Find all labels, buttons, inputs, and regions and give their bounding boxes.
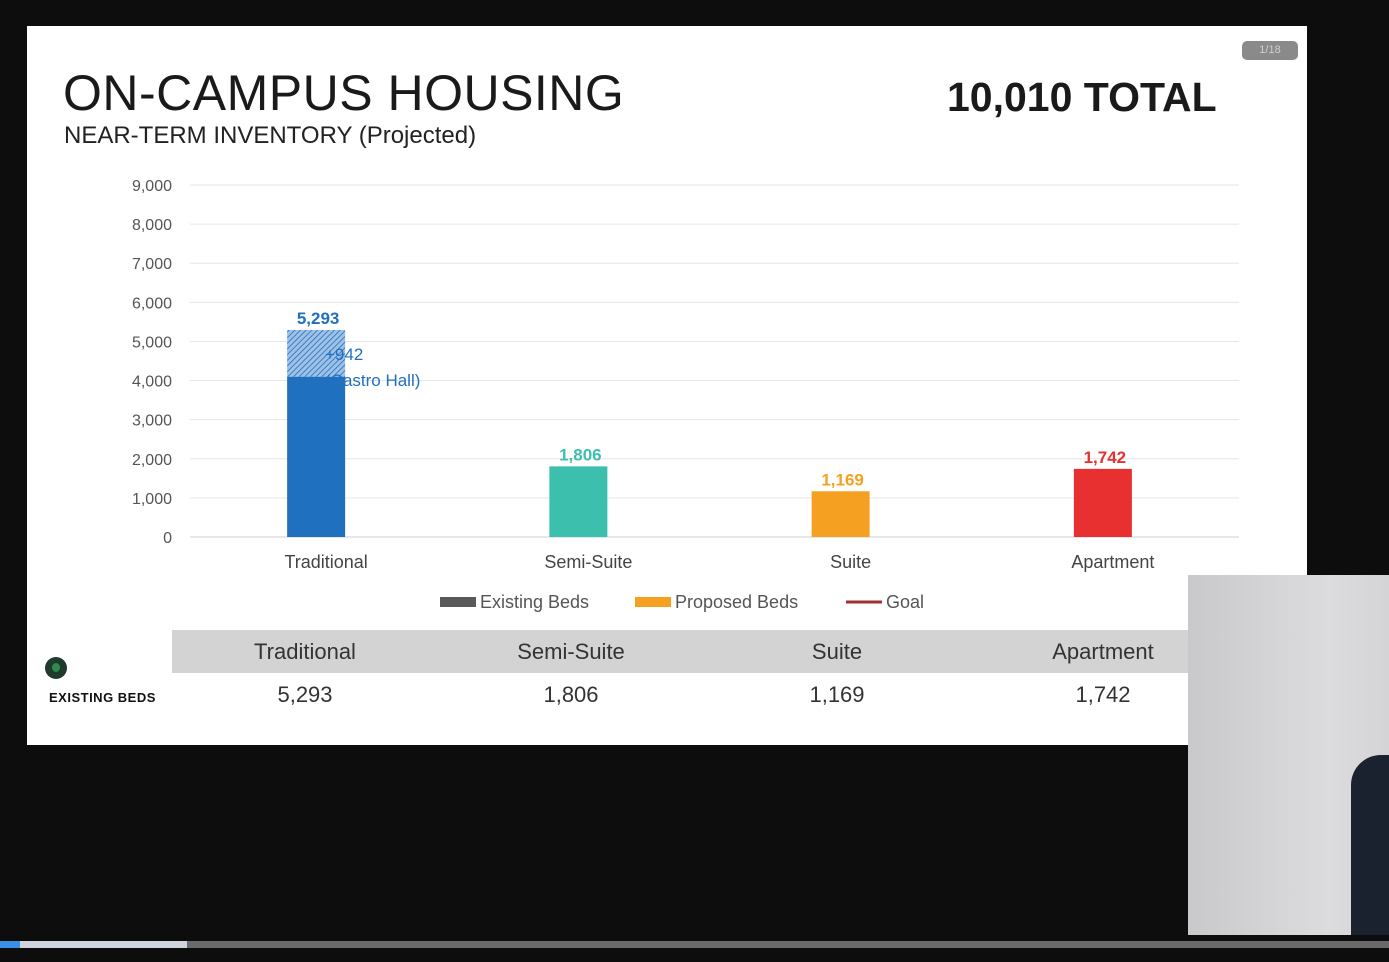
y-tick-label: 7,000: [132, 256, 172, 273]
x-category-label: Apartment: [1071, 552, 1154, 572]
university-logo: [45, 657, 67, 679]
annotation-value: +942: [325, 345, 363, 364]
y-tick-label: 1,000: [132, 491, 172, 508]
bar-existing: [811, 491, 870, 537]
y-tick-label: 6,000: [132, 295, 172, 312]
bar-value-label: 1,742: [1084, 448, 1127, 467]
beds-table: Traditional Semi-Suite Suite Apartment 5…: [172, 630, 1307, 717]
slide-title: ON-CAMPUS HOUSING: [63, 65, 625, 121]
x-category-label: Semi-Suite: [544, 552, 632, 572]
table-cell: 1,742: [1075, 682, 1131, 707]
table-header-cell: Semi-Suite: [517, 639, 625, 664]
bar-value-label: 1,169: [821, 470, 864, 489]
progress-fill: [0, 941, 187, 948]
y-tick-label: 0: [163, 530, 172, 547]
table-header-cell: Apartment: [1052, 639, 1154, 664]
y-tick-label: 5,000: [132, 334, 172, 351]
total-count: 10,010 TOTAL: [947, 74, 1217, 120]
table-header-row: Traditional Semi-Suite Suite Apartment: [172, 630, 1307, 673]
annotation-label: (Castro Hall): [325, 371, 420, 390]
table-cell: 1,169: [809, 682, 865, 707]
y-tick-label: 8,000: [132, 217, 172, 234]
bar-existing: [1073, 468, 1132, 537]
legend-label: Existing Beds: [480, 592, 589, 612]
legend-swatch: [440, 597, 476, 607]
table-row-label: EXISTING BEDS: [49, 690, 156, 705]
table-header-cell: Suite: [811, 639, 863, 664]
legend-label: Proposed Beds: [675, 592, 798, 612]
table-header-cell: Traditional: [254, 639, 356, 664]
presentation-slide: ON-CAMPUS HOUSING NEAR-TERM INVENTORY (P…: [27, 26, 1307, 745]
bar-existing: [287, 376, 346, 537]
presenter-silhouette: [1351, 755, 1389, 935]
bar-value-label: 5,293: [297, 309, 340, 328]
table-cell: 1,806: [543, 682, 599, 707]
slide-subtitle: NEAR-TERM INVENTORY (Projected): [64, 122, 477, 149]
legend-swatch: [635, 597, 671, 607]
x-category-label: Traditional: [284, 552, 367, 572]
bar-chart: 0 1,000 2,000 3,000 4,000 5,000 6,000 7,000 8,00…: [132, 178, 1239, 612]
webcam-video: [1188, 575, 1389, 935]
video-progress-bar[interactable]: [0, 941, 1389, 948]
bar-existing: [549, 466, 608, 537]
y-tick-label: 9,000: [132, 178, 172, 195]
table-cell: 5,293: [277, 682, 333, 707]
slide-number-badge[interactable]: 1/18: [1242, 41, 1298, 60]
y-tick-label: 3,000: [132, 413, 172, 430]
x-category-label: Suite: [830, 552, 871, 572]
bar-value-label: 1,806: [559, 445, 602, 464]
table-row: 5,293 1,806 1,169 1,742: [172, 673, 1307, 717]
y-tick-label: 2,000: [132, 452, 172, 469]
y-tick-label: 4,000: [132, 374, 172, 391]
legend-label: Goal: [886, 592, 924, 612]
bar-proposed: [287, 329, 346, 377]
